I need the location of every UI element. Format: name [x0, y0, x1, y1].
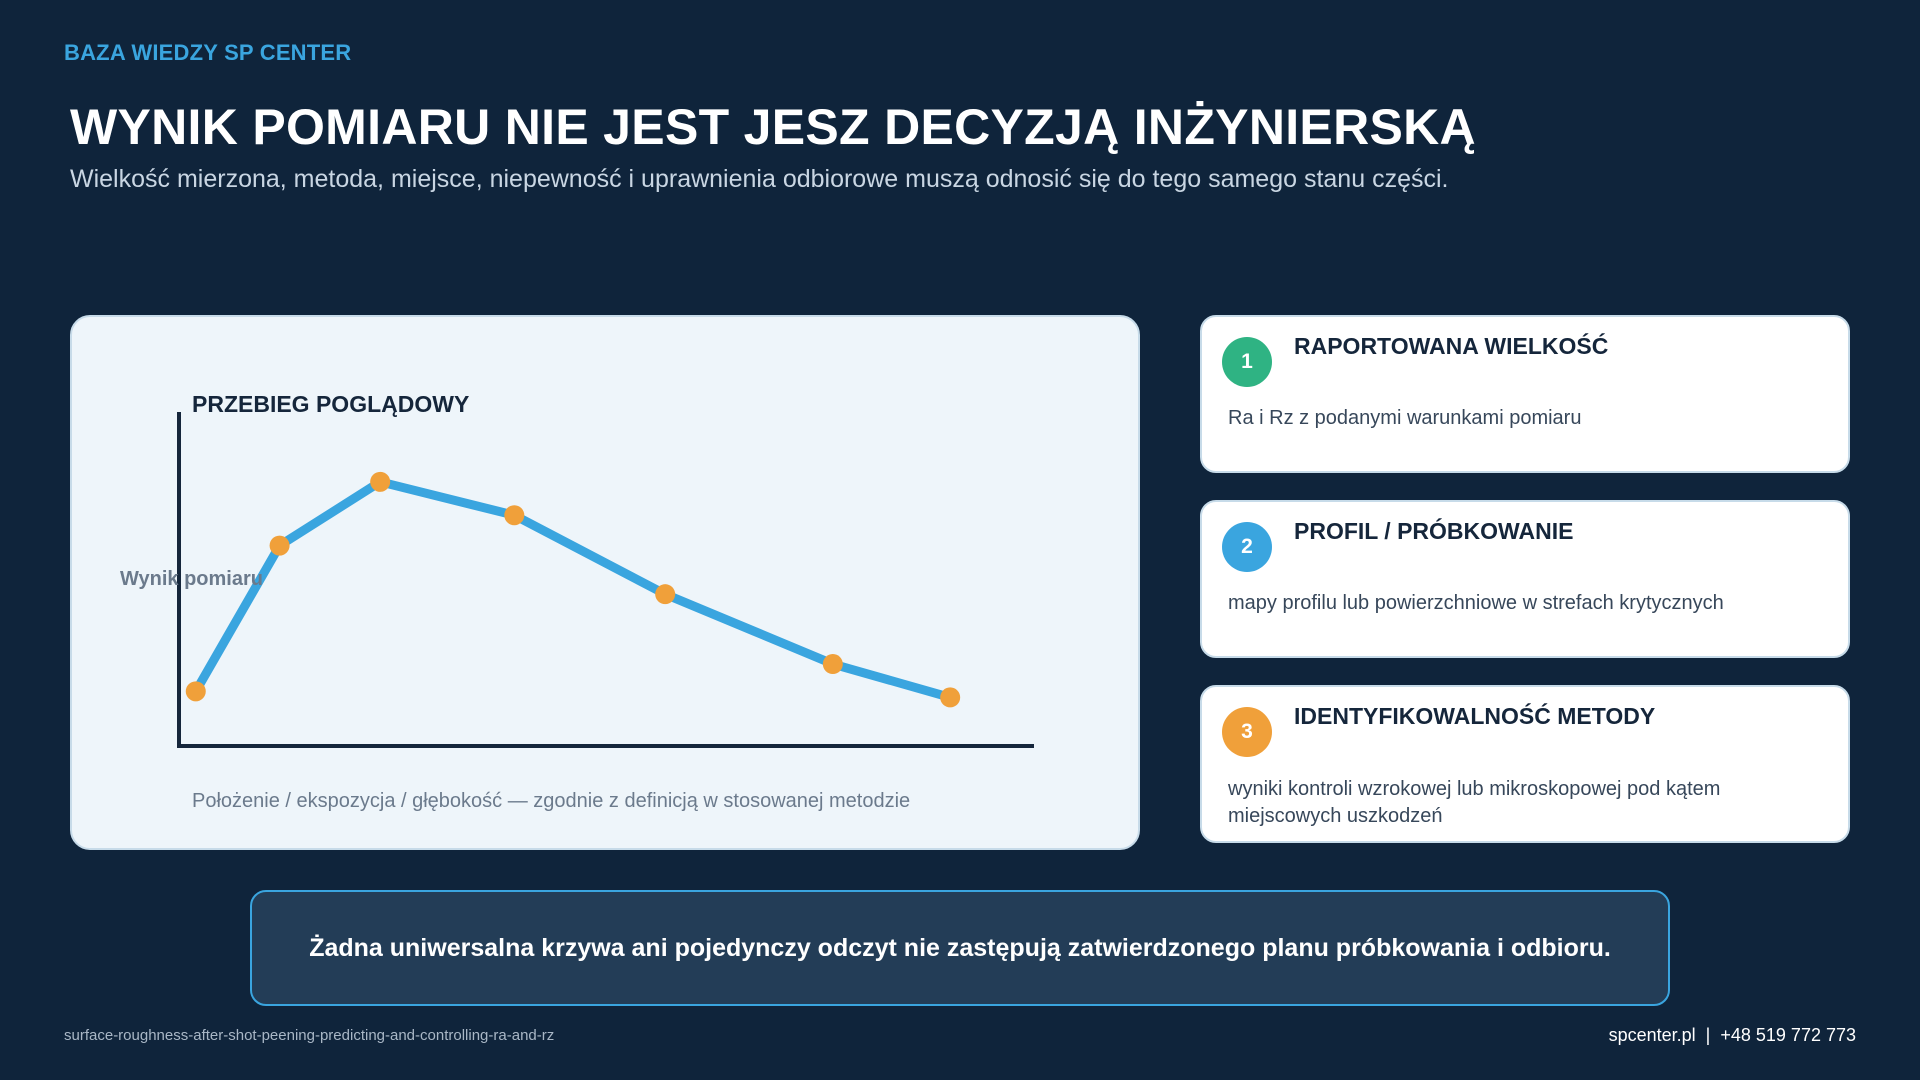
- info-card-text: wyniki kontroli wzrokowej lub mikroskopo…: [1228, 778, 1721, 827]
- series-layer: [185, 471, 961, 708]
- chart-svg: PRZEBIEG POGLĄDOWY Wynik pomiaru Położen…: [120, 391, 1034, 812]
- footer-site-link[interactable]: spcenter.pl: [1608, 1025, 1696, 1045]
- data-point-3: [370, 471, 391, 492]
- footer-phone[interactable]: +48 519 772 773: [1720, 1025, 1856, 1045]
- data-point-1: [185, 681, 206, 702]
- chart-title: PRZEBIEG POGLĄDOWY: [192, 391, 469, 417]
- data-point-7: [940, 687, 961, 708]
- info-card-title: PROFIL / PRÓBKOWANIE: [1294, 518, 1574, 544]
- footer-separator: |: [1705, 1025, 1711, 1045]
- callout-text: Żadna uniwersalna krzywa ani pojedynczy …: [309, 933, 1611, 962]
- x-axis-label: Położenie / ekspozycja / głębokość — zgo…: [192, 790, 910, 812]
- info-card-title: RAPORTOWANA WIELKOŚĆ: [1294, 333, 1609, 359]
- page-title: WYNIK POMIARU NIE JEST JESZ DECYZJĄ INŻY…: [70, 99, 1476, 155]
- data-point-2: [269, 535, 290, 556]
- step-badge-2: 2: [1222, 522, 1272, 572]
- page-subtitle: Wielkość mierzona, metoda, miejsce, niep…: [70, 165, 1449, 193]
- chart-card: PRZEBIEG POGLĄDOWY Wynik pomiaru Położen…: [70, 315, 1140, 850]
- brand-label: BAZA WIEDZY SP CENTER: [64, 40, 352, 65]
- data-point-6: [822, 654, 843, 675]
- data-point-4: [504, 505, 525, 526]
- footer-slug: surface-roughness-after-shot-peening-pre…: [64, 1027, 555, 1044]
- info-card-1: 1 RAPORTOWANA WIELKOŚĆ Ra i Rz z podanym…: [1200, 315, 1850, 473]
- info-card-3: 3 IDENTYFIKOWALNOŚĆ METODY wyniki kontro…: [1200, 685, 1850, 843]
- step-badge-3: 3: [1222, 707, 1272, 757]
- footer-contact: spcenter.pl | +48 519 772 773: [1609, 1025, 1856, 1046]
- info-card-2: 2 PROFIL / PRÓBKOWANIE mapy profilu lub …: [1200, 500, 1850, 658]
- info-card-text: Ra i Rz z podanymi warunkami pomiaru: [1228, 407, 1582, 429]
- y-axis-label: Wynik pomiaru: [120, 568, 263, 590]
- info-card-text: mapy profilu lub powierzchniowe w strefa…: [1228, 592, 1724, 614]
- info-card-title: IDENTYFIKOWALNOŚĆ METODY: [1294, 703, 1656, 729]
- callout-box: Żadna uniwersalna krzywa ani pojedynczy …: [250, 890, 1670, 1006]
- data-point-5: [655, 584, 676, 605]
- step-badge-1: 1: [1222, 337, 1272, 387]
